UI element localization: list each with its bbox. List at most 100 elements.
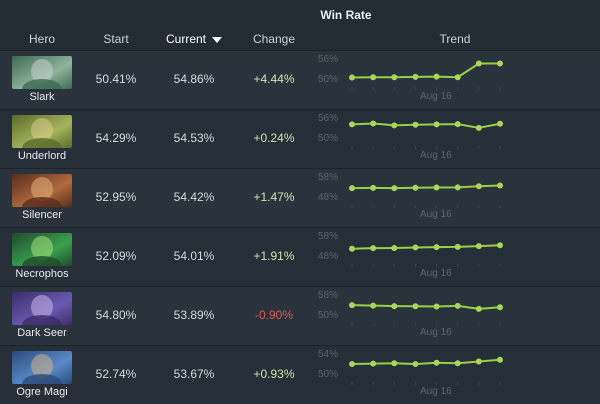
column-change[interactable]: Change — [252, 32, 296, 46]
trend-sparkline[interactable]: 54% 50% Aug 16 — [312, 346, 512, 404]
trend-point — [349, 121, 355, 128]
trend-point — [433, 303, 440, 310]
column-current[interactable]: Current — [160, 32, 228, 46]
trend-date-label: Aug 16 — [420, 91, 452, 102]
trend-axis-high: 58% — [318, 172, 339, 183]
current-winrate: 53.67% — [173, 367, 215, 381]
trend-point — [412, 121, 419, 128]
hero-name[interactable]: Dark Seer — [17, 327, 67, 339]
trend-point — [497, 304, 503, 311]
trend-axis-low: 50% — [318, 310, 339, 321]
trend-point — [433, 359, 440, 366]
trend-point — [475, 60, 482, 67]
trend-point — [454, 121, 461, 128]
column-hero[interactable]: Hero — [28, 32, 55, 46]
trend-point — [391, 122, 398, 129]
trend-point — [391, 185, 398, 192]
hero-portrait[interactable] — [12, 351, 72, 384]
sparkline-chart — [349, 182, 503, 208]
table-body: Slark 50.41% 54.86% +4.44% 56% 50% Aug 1… — [0, 50, 600, 404]
trend-point — [475, 243, 482, 250]
hero-portrait[interactable] — [12, 174, 72, 207]
current-winrate: 54.42% — [173, 190, 215, 204]
trend-point — [454, 302, 461, 309]
trend-point — [391, 74, 398, 81]
trend-point — [497, 242, 503, 249]
trend-sparkline[interactable]: 58% 48% Aug 16 — [312, 228, 512, 286]
hero-name[interactable]: Slark — [29, 91, 55, 103]
hero-portrait[interactable] — [12, 233, 72, 266]
hero-name[interactable]: Silencer — [22, 209, 62, 221]
trend-line — [351, 304, 501, 310]
trend-point — [391, 303, 398, 310]
trend-point — [454, 243, 461, 250]
trend-point — [497, 120, 503, 127]
trend-point — [433, 121, 440, 128]
trend-point — [497, 356, 503, 363]
trend-point — [412, 184, 419, 191]
table-row[interactable]: Necrophos 52.09% 54.01% +1.91% 58% 48% A… — [0, 227, 600, 286]
hero-cell[interactable]: Underlord — [0, 110, 84, 168]
start-winrate: 52.95% — [95, 190, 137, 204]
trend-sparkline[interactable]: 58% 48% Aug 16 — [312, 169, 512, 227]
trend-date-label: Aug 16 — [420, 386, 452, 397]
trend-axis-low: 48% — [318, 251, 339, 262]
hero-cell[interactable]: Slark — [0, 51, 84, 109]
start-winrate: 54.29% — [95, 131, 137, 145]
trend-point — [391, 245, 398, 251]
trend-point — [349, 302, 355, 309]
trend-point — [475, 358, 482, 365]
hero-name[interactable]: Necrophos — [15, 268, 69, 280]
table-row[interactable]: Dark Seer 54.80% 53.89% -0.90% 58% 50% A… — [0, 286, 600, 345]
hero-cell[interactable]: Necrophos — [0, 228, 84, 286]
table-row[interactable]: Silencer 52.95% 54.42% +1.47% 58% 48% Au… — [0, 168, 600, 227]
trend-point — [454, 360, 461, 367]
hero-portrait[interactable] — [12, 56, 72, 89]
trend-point — [433, 184, 440, 191]
trend-sparkline[interactable]: 56% 50% Aug 16 — [312, 110, 512, 168]
trend-sparkline[interactable]: 58% 50% Aug 16 — [312, 287, 512, 345]
hero-name[interactable]: Underlord — [17, 150, 67, 162]
hero-cell[interactable]: Silencer — [0, 169, 84, 227]
trend-date-label: Aug 16 — [420, 268, 452, 279]
trend-point — [475, 305, 482, 312]
trend-point — [370, 120, 377, 127]
trend-point — [349, 74, 355, 81]
sparkline-chart — [349, 356, 503, 385]
hero-portrait[interactable] — [12, 292, 72, 325]
trend-point — [370, 184, 377, 191]
trend-point — [370, 302, 377, 309]
trend-point — [370, 74, 377, 81]
start-winrate: 50.41% — [95, 72, 137, 86]
table-row[interactable]: Slark 50.41% 54.86% +4.44% 56% 50% Aug 1… — [0, 50, 600, 109]
trend-point — [454, 184, 461, 191]
winrate-change: -0.90% — [254, 308, 294, 322]
trend-line — [351, 244, 501, 250]
table-header: Hero Start Current Change Trend — [0, 26, 600, 50]
table-row[interactable]: Ogre Magi 52.74% 53.67% +0.93% 54% 50% A… — [0, 345, 600, 404]
trend-date-label: Aug 16 — [420, 327, 452, 338]
sparkline-chart — [349, 242, 503, 267]
trend-point — [391, 360, 398, 367]
trend-point — [433, 73, 440, 80]
trend-date-label: Aug 16 — [420, 209, 452, 220]
hero-name[interactable]: Ogre Magi — [16, 386, 68, 398]
trend-point — [349, 361, 355, 368]
trend-point — [370, 360, 377, 367]
trend-line — [351, 62, 500, 79]
column-start[interactable]: Start — [103, 32, 129, 46]
winrate-change: +1.47% — [253, 190, 295, 204]
column-trend[interactable]: Trend — [439, 32, 471, 46]
trend-point — [475, 183, 482, 190]
hero-cell[interactable]: Dark Seer — [0, 287, 84, 345]
trend-axis-high: 58% — [318, 290, 339, 301]
hero-portrait[interactable] — [12, 115, 72, 148]
start-winrate: 52.74% — [95, 367, 137, 381]
trend-sparkline[interactable]: 56% 50% Aug 16 — [312, 51, 512, 109]
trend-axis-low: 50% — [318, 369, 339, 380]
sparkline-chart — [349, 120, 503, 149]
hero-cell[interactable]: Ogre Magi — [0, 346, 84, 404]
trend-axis-low: 50% — [318, 133, 339, 144]
table-row[interactable]: Underlord 54.29% 54.53% +0.24% 56% 50% A… — [0, 109, 600, 168]
start-winrate: 52.09% — [95, 249, 137, 263]
